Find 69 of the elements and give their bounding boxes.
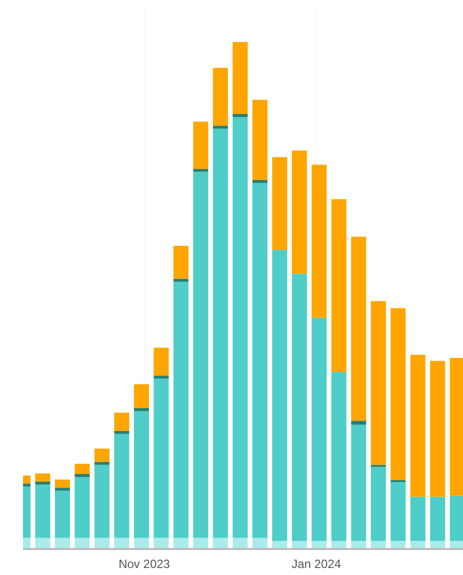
bar xyxy=(173,246,188,279)
bar xyxy=(370,466,386,541)
bar xyxy=(154,378,169,538)
bar xyxy=(54,480,70,488)
bar xyxy=(351,420,366,425)
bar xyxy=(331,372,346,541)
bar xyxy=(114,434,130,538)
bar xyxy=(410,496,426,541)
bar xyxy=(212,68,228,126)
bar xyxy=(154,376,169,379)
bar xyxy=(252,100,268,180)
bar xyxy=(114,412,130,431)
bar xyxy=(252,182,268,538)
bar xyxy=(212,538,228,549)
bar xyxy=(134,411,149,538)
bar xyxy=(35,473,50,482)
bar xyxy=(35,482,50,485)
bar xyxy=(173,282,188,538)
bar xyxy=(232,42,248,114)
bar xyxy=(312,164,327,318)
bar xyxy=(114,538,130,549)
bar xyxy=(74,538,90,549)
bar xyxy=(430,360,446,497)
bar xyxy=(292,274,307,541)
bar xyxy=(134,408,149,412)
bar xyxy=(54,538,70,549)
bar xyxy=(173,538,188,549)
bar xyxy=(272,250,288,541)
bar xyxy=(193,172,208,538)
bar xyxy=(94,538,110,549)
bar xyxy=(114,430,130,434)
bar xyxy=(54,490,70,538)
bar xyxy=(134,538,149,549)
x-tick-label: Jan 2024 xyxy=(292,557,342,571)
bar xyxy=(134,384,149,408)
bar xyxy=(154,538,169,549)
bar xyxy=(370,301,386,465)
bar xyxy=(193,168,208,172)
bar xyxy=(430,496,446,541)
bar xyxy=(232,114,248,118)
bar xyxy=(154,348,169,376)
bar xyxy=(74,474,90,478)
bar xyxy=(331,199,346,372)
bar xyxy=(173,278,188,282)
x-tick-label: Nov 2023 xyxy=(118,557,170,571)
bar xyxy=(390,308,406,480)
bar xyxy=(212,128,228,538)
bar xyxy=(390,482,406,541)
bar xyxy=(35,538,50,549)
bar xyxy=(193,538,208,549)
bar xyxy=(351,236,366,421)
bar xyxy=(94,448,110,462)
bar xyxy=(312,318,327,541)
bar xyxy=(232,538,248,549)
bar xyxy=(252,538,268,549)
bar xyxy=(351,424,366,541)
bar xyxy=(35,484,50,538)
bar xyxy=(232,117,248,538)
bar xyxy=(272,157,288,250)
bar xyxy=(74,477,90,538)
bar xyxy=(292,150,307,274)
bar xyxy=(252,180,268,183)
bar xyxy=(410,354,426,497)
bar xyxy=(94,464,110,538)
bar xyxy=(54,488,70,491)
bar xyxy=(74,464,90,474)
bar xyxy=(212,126,228,129)
bar xyxy=(193,122,208,169)
bar xyxy=(94,462,110,465)
